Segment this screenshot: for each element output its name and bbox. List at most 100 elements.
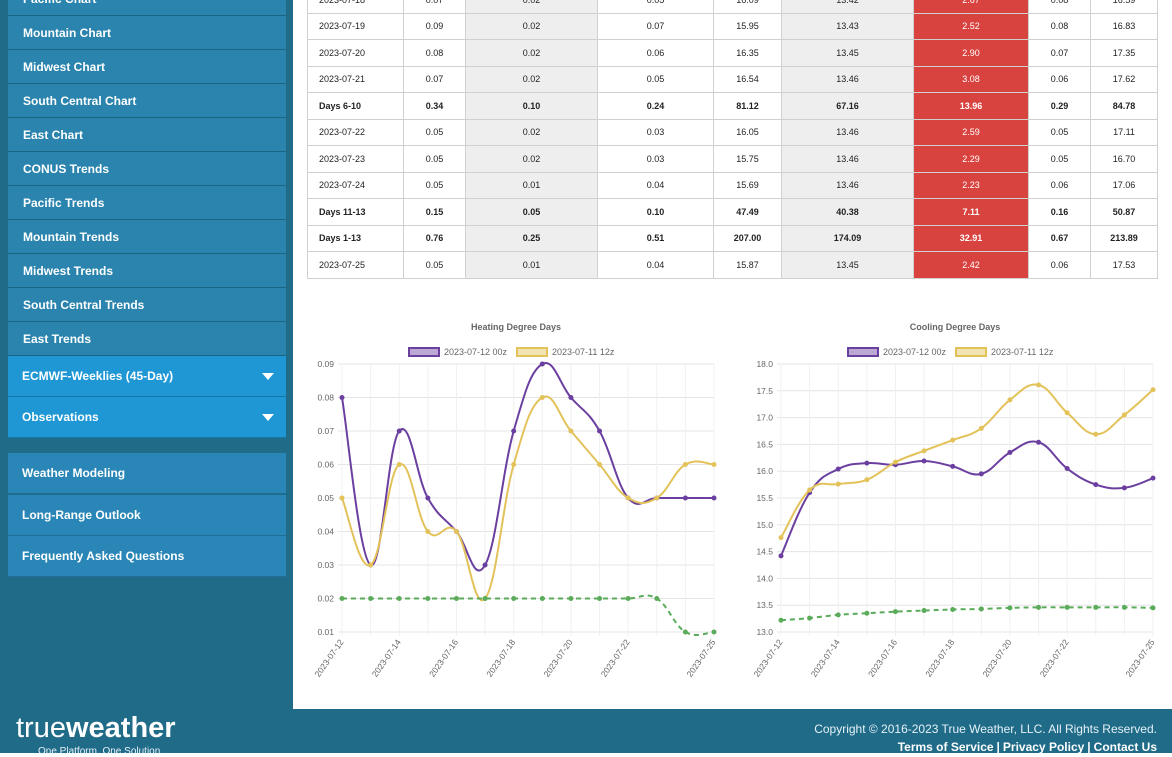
data-point — [597, 596, 603, 601]
data-point — [807, 487, 813, 493]
data-point — [396, 462, 402, 467]
table-cell: 13.46 — [781, 145, 914, 173]
table-cell: 13.96 — [913, 92, 1029, 120]
legend-label: 2023-07-12 00z — [444, 347, 508, 357]
data-point — [625, 596, 631, 601]
table-cell: 2023-07-22 — [307, 118, 404, 146]
nav-item[interactable]: Mountain Chart — [8, 16, 286, 50]
table-cell: 0.05 — [1028, 145, 1091, 173]
y-tick-label: 0.02 — [317, 594, 334, 604]
table-cell: 0.29 — [1028, 92, 1091, 120]
data-point — [978, 471, 984, 477]
link-item[interactable]: Long-Range Outlook — [8, 494, 286, 536]
table-cell: 32.91 — [913, 224, 1029, 252]
footer-links: Terms of Service | Privacy Policy | Contact … — [898, 740, 1157, 754]
nav-item[interactable]: East Chart — [8, 118, 286, 152]
link-item[interactable]: Frequently Asked Questions — [8, 536, 286, 577]
data-point — [778, 553, 784, 559]
data-point — [425, 596, 431, 601]
table-cell: 0.01 — [465, 171, 598, 199]
table-cell: Days 6-10 — [307, 92, 404, 120]
table-cell: 7.11 — [913, 198, 1029, 226]
data-point — [978, 606, 984, 612]
table-cell: 17.35 — [1090, 39, 1158, 67]
data-point — [921, 448, 927, 454]
table-cell: 16.70 — [1090, 145, 1158, 173]
table-cell: 0.05 — [1028, 118, 1091, 146]
table-cell: 0.06 — [597, 39, 714, 67]
legend-swatch — [847, 347, 879, 357]
nav-item[interactable]: South Central Chart — [8, 84, 286, 118]
y-tick-label: 0.03 — [317, 560, 334, 570]
y-tick-label: 17.0 — [756, 413, 773, 423]
table-cell: 0.05 — [403, 171, 466, 199]
table-cell: 2.42 — [913, 251, 1029, 279]
table-row: Days 11-13 0.15 0.05 0.10 47.49 40.38 7.11 0.16… — [307, 198, 1158, 226]
data-point — [835, 481, 841, 487]
nav-item[interactable]: East Trends — [8, 322, 286, 356]
link-item[interactable]: Weather Modeling — [8, 453, 286, 494]
y-tick-label: 0.01 — [317, 627, 334, 637]
table-cell: Days 11-13 — [307, 198, 404, 226]
data-point — [1036, 604, 1042, 610]
data-point — [978, 425, 984, 431]
series-line — [780, 383, 1154, 539]
footer-link[interactable]: Terms of Service — [897, 740, 994, 754]
table-cell: 15.87 — [713, 251, 782, 279]
nav-item[interactable]: Pacific Chart — [8, 0, 286, 16]
data-point — [453, 596, 459, 601]
table-cell: 0.06 — [1028, 65, 1091, 93]
nav-item[interactable]: CONUS Trends — [8, 152, 286, 186]
logo[interactable]: trueweather — [16, 713, 176, 743]
item-label: Observations — [22, 410, 99, 424]
table-cell: 13.42 — [781, 0, 914, 14]
table-cell: 0.24 — [597, 92, 714, 120]
expandable-item[interactable]: Observations — [8, 397, 286, 438]
table-cell: 17.06 — [1090, 171, 1158, 199]
table-cell: 2023-07-24 — [307, 171, 404, 199]
table-cell: 81.12 — [713, 92, 782, 120]
data-point — [950, 606, 956, 612]
y-tick-label: 15.0 — [756, 520, 773, 530]
legend-swatch — [408, 347, 440, 357]
data-point — [539, 395, 545, 400]
nav-item[interactable]: Midwest Trends — [8, 254, 286, 288]
data-point — [778, 617, 784, 623]
y-tick-label: 16.5 — [756, 439, 773, 449]
data-point — [425, 495, 431, 501]
nav-item[interactable]: Midwest Chart — [8, 50, 286, 84]
table-cell: 213.89 — [1090, 224, 1158, 252]
data-point — [864, 477, 870, 483]
data-point — [568, 395, 574, 400]
nav-item[interactable]: South Central Trends — [8, 288, 286, 322]
table-cell: 0.06 — [1028, 171, 1091, 199]
nav-item[interactable]: Mountain Trends — [8, 220, 286, 254]
table-cell: 13.45 — [781, 251, 914, 279]
data-point — [1007, 449, 1013, 455]
x-tick-label: 2023-07-16 — [866, 637, 899, 679]
table-cell: 0.06 — [1028, 251, 1091, 279]
table-cell: 207.00 — [713, 224, 782, 252]
table-cell: 15.95 — [713, 12, 782, 40]
table-cell: 0.02 — [465, 0, 598, 14]
table-cell: 13.46 — [781, 118, 914, 146]
x-tick-label: 2023-07-22 — [599, 637, 632, 679]
table-cell: 13.43 — [781, 12, 914, 40]
table-cell: 13.46 — [781, 171, 914, 199]
footer-link[interactable]: Privacy Policy — [1002, 740, 1085, 754]
footer-link[interactable]: Contact Us — [1093, 740, 1157, 754]
table-cell: Days 1-13 — [307, 224, 404, 252]
data-point — [368, 562, 374, 568]
table-cell: 0.51 — [597, 224, 714, 252]
expandable-item[interactable]: ECMWF-Weeklies (45-Day) — [8, 356, 286, 397]
x-tick-label: 2023-07-18 — [484, 637, 517, 679]
data-point — [1121, 604, 1127, 610]
table-cell: 0.15 — [403, 198, 466, 226]
table-cell: 0.01 — [465, 251, 598, 279]
data-point — [425, 529, 431, 534]
footer: trueweather One Platform. One Solution. … — [0, 709, 1172, 757]
nav-item[interactable]: Pacific Trends — [8, 186, 286, 220]
table-cell: 15.69 — [713, 171, 782, 199]
table-cell: 15.75 — [713, 145, 782, 173]
